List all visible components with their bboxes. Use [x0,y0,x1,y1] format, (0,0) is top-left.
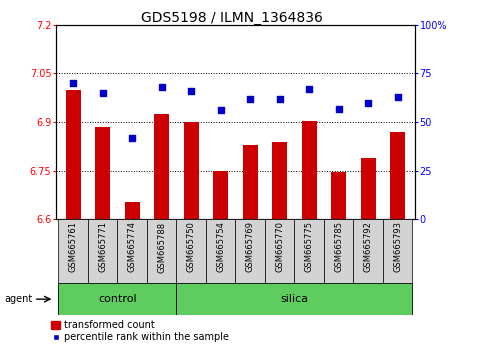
Point [394,94,401,99]
Point [305,86,313,92]
Text: GSM665771: GSM665771 [98,221,107,272]
Point [158,84,166,90]
Bar [331,172,346,219]
FancyBboxPatch shape [383,219,412,283]
Bar [95,127,110,219]
Text: agent: agent [5,294,33,304]
Bar [272,142,287,219]
Text: GSM665792: GSM665792 [364,221,373,272]
FancyBboxPatch shape [88,219,117,283]
Bar [213,171,228,219]
Text: GSM665750: GSM665750 [187,221,196,272]
Text: GSM665785: GSM665785 [334,221,343,272]
Point [335,105,342,111]
FancyBboxPatch shape [117,219,147,283]
Legend: transformed count, percentile rank within the sample: transformed count, percentile rank withi… [51,320,229,342]
Text: GDS5198 / ILMN_1364836: GDS5198 / ILMN_1364836 [141,11,323,25]
Text: GSM665770: GSM665770 [275,221,284,272]
Point [187,88,195,94]
Bar [155,114,169,219]
Text: GSM665754: GSM665754 [216,221,225,272]
FancyBboxPatch shape [58,283,176,315]
Text: GSM665761: GSM665761 [69,221,78,272]
Text: GSM665774: GSM665774 [128,221,137,272]
FancyBboxPatch shape [236,219,265,283]
Bar [243,145,257,219]
Point [70,80,77,86]
Text: GSM665788: GSM665788 [157,221,166,273]
FancyBboxPatch shape [324,219,354,283]
Bar [66,90,81,219]
Bar [361,158,376,219]
FancyBboxPatch shape [147,219,176,283]
Text: silica: silica [281,294,309,304]
Text: GSM665769: GSM665769 [246,221,255,272]
FancyBboxPatch shape [354,219,383,283]
FancyBboxPatch shape [176,219,206,283]
Bar [390,132,405,219]
FancyBboxPatch shape [265,219,295,283]
Bar [302,120,316,219]
Bar [184,122,199,219]
Text: GSM665775: GSM665775 [305,221,313,272]
Text: control: control [98,294,137,304]
Bar [125,202,140,219]
FancyBboxPatch shape [295,219,324,283]
FancyBboxPatch shape [206,219,236,283]
Point [128,135,136,141]
FancyBboxPatch shape [58,219,88,283]
Point [276,96,284,102]
FancyBboxPatch shape [176,283,412,315]
Text: GSM665793: GSM665793 [393,221,402,272]
Point [217,108,225,113]
Point [364,100,372,105]
Point [246,96,254,102]
Point [99,90,107,96]
